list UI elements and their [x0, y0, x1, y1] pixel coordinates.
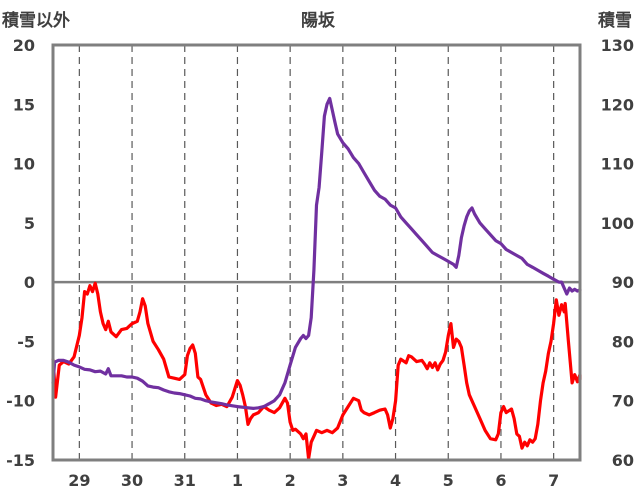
x-tick-label: 31	[174, 471, 196, 490]
x-tick-label: 7	[548, 471, 559, 490]
left-tick-label: 0	[24, 273, 35, 292]
left-tick-label: 10	[13, 155, 35, 174]
left-axis-label: 積雪以外	[2, 10, 70, 31]
right-tick-label: 90	[612, 273, 634, 292]
series-layer	[51, 96, 582, 461]
chart-title: 陽坂	[301, 11, 336, 31]
series-line-left	[51, 281, 582, 461]
right-axis-label: 積雪	[598, 10, 632, 31]
series-line-right	[51, 96, 582, 410]
x-tick-label: 2	[285, 471, 296, 490]
plot-border	[51, 43, 582, 462]
left-tick-label: -10	[6, 392, 35, 411]
x-tick-label: 30	[121, 471, 143, 490]
x-tick-label: 3	[337, 471, 348, 490]
x-tick-label: 6	[495, 471, 506, 490]
right-tick-label: 130	[601, 36, 634, 55]
grid-lines	[78, 45, 555, 460]
right-tick-label: 80	[612, 332, 634, 351]
x-tick-label: 5	[443, 471, 454, 490]
left-tick-label: 20	[13, 36, 35, 55]
x-tick-label: 1	[232, 471, 243, 490]
left-tick-label: 5	[24, 214, 35, 233]
left-axis-ticks: 20 15 10 5 0 -5 -10 -15	[6, 36, 35, 470]
left-tick-label: 15	[13, 95, 35, 114]
left-tick-label: -15	[6, 451, 35, 470]
right-tick-label: 100	[601, 214, 634, 233]
left-tick-label: -5	[17, 332, 35, 351]
x-axis-ticks: 29 30 31 1 2 3 4 5 6 7	[68, 471, 559, 490]
right-tick-label: 70	[612, 392, 634, 411]
x-tick-label: 29	[68, 471, 90, 490]
right-axis-ticks: 130 120 110 100 90 80 70 60	[601, 36, 634, 470]
x-tick-label: 4	[390, 471, 401, 490]
right-tick-label: 60	[612, 451, 634, 470]
right-tick-label: 120	[601, 95, 634, 114]
right-tick-label: 110	[601, 155, 634, 174]
